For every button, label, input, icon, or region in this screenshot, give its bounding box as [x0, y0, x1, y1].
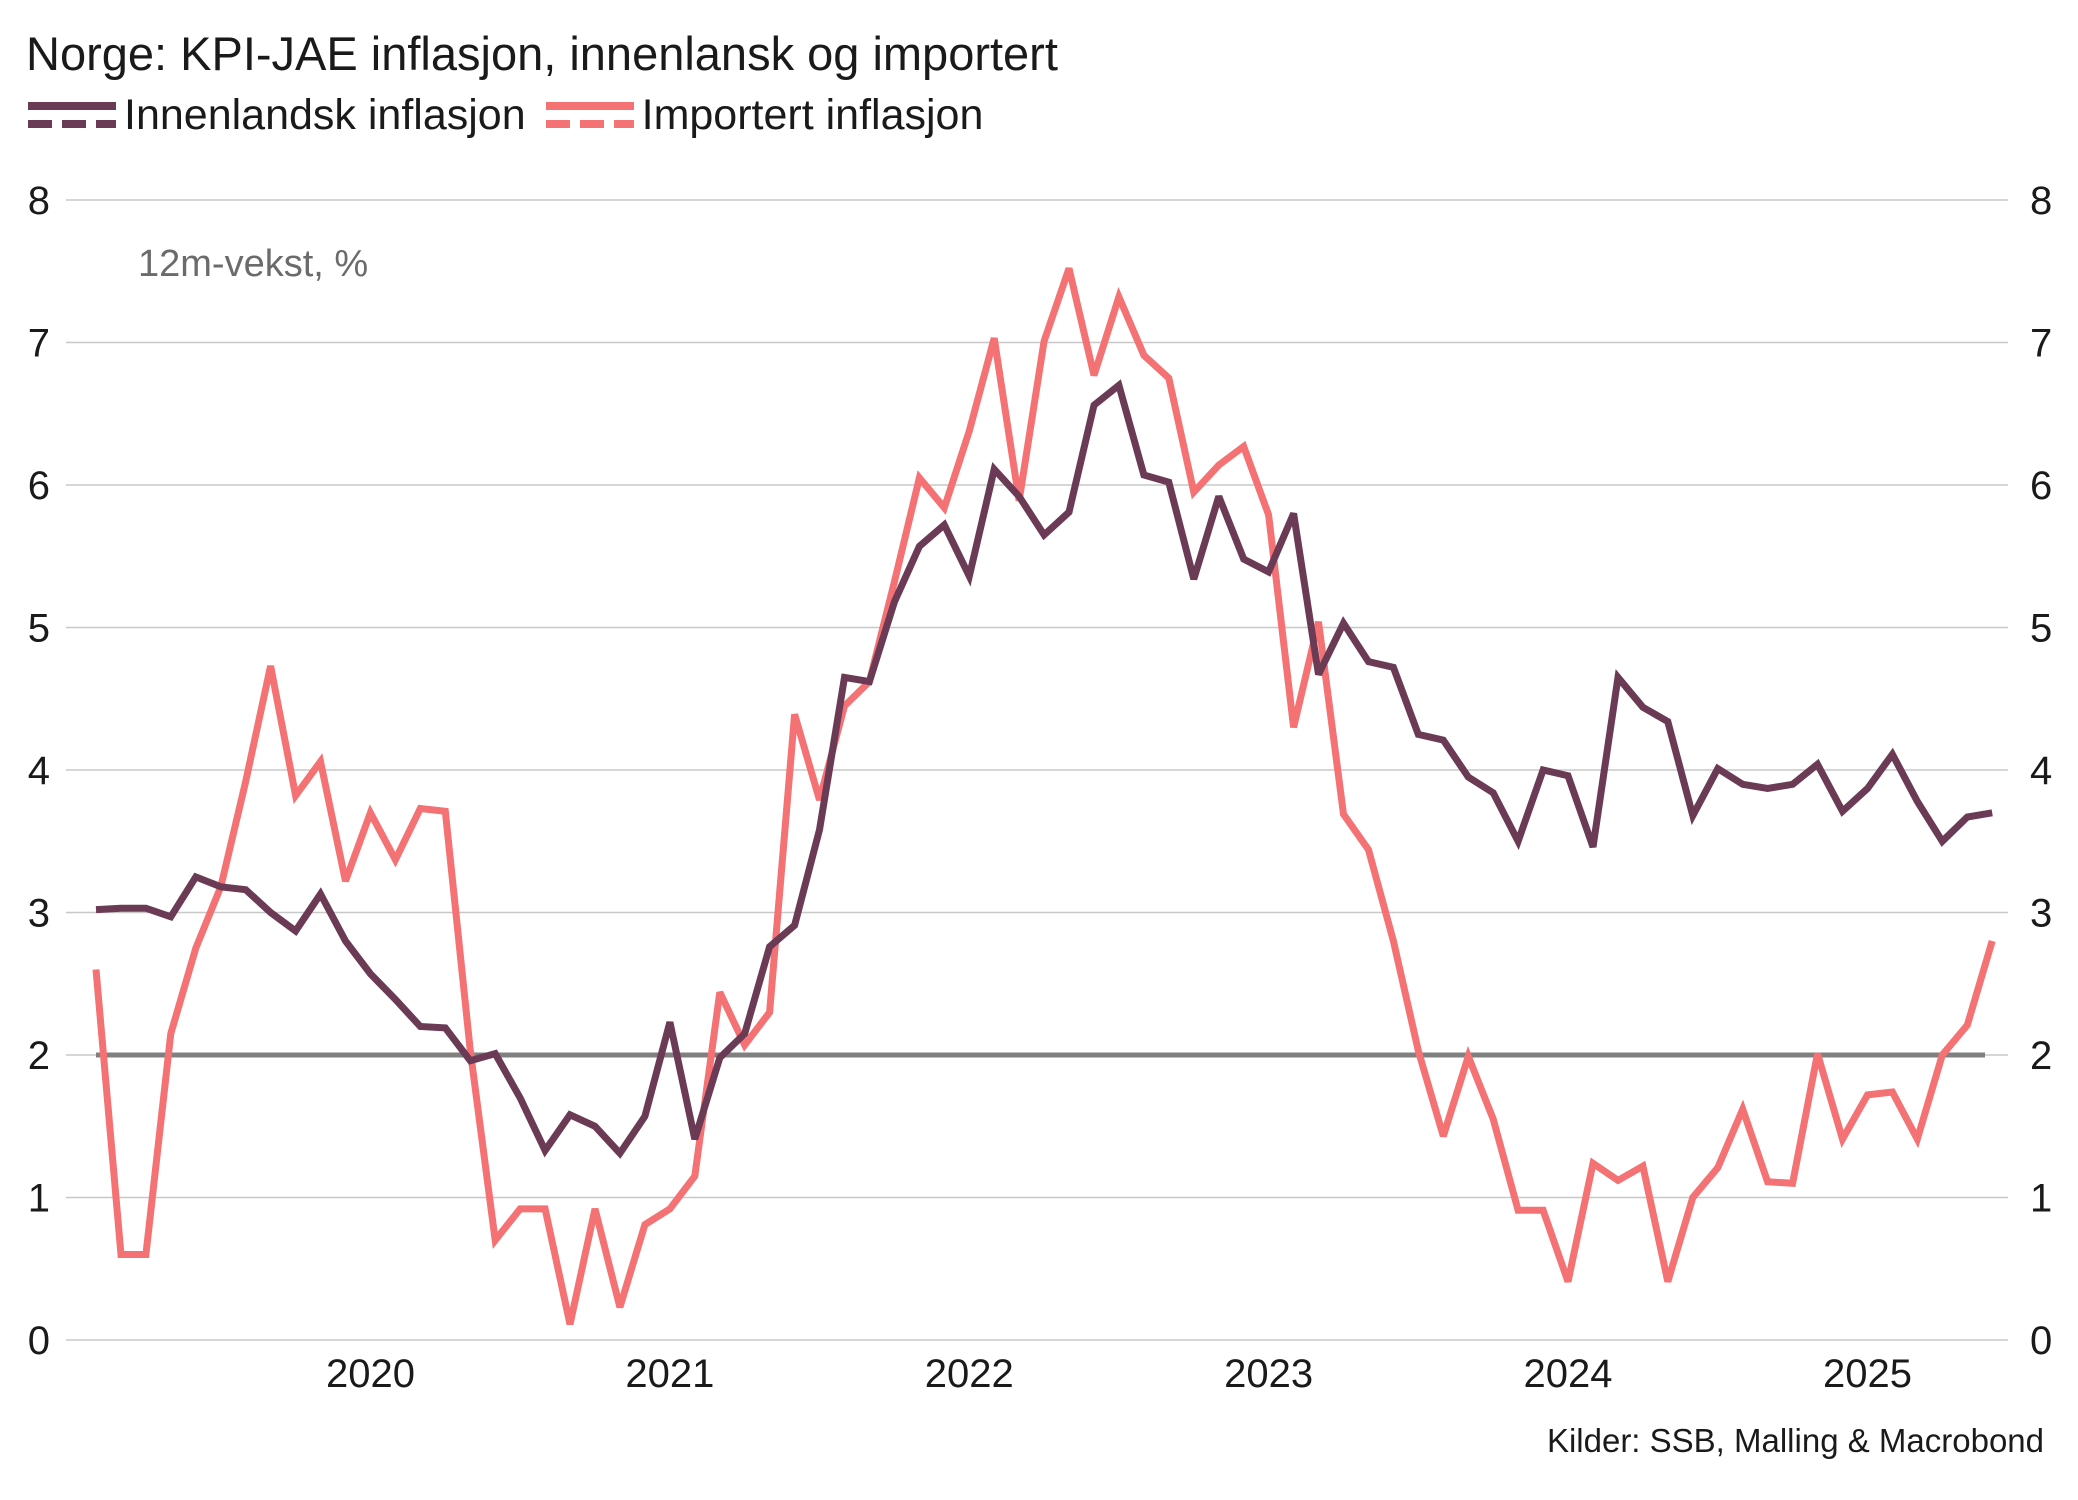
legend-label-imported: Importert inflasjon	[641, 90, 984, 139]
x-tick-2023: 2023	[1224, 1352, 1313, 1396]
x-tick-2025: 2025	[1823, 1352, 1912, 1396]
y-tick-left-6: 6	[28, 464, 50, 508]
y-tick-left-3: 3	[28, 892, 50, 936]
x-tick-2022: 2022	[925, 1352, 1014, 1396]
y-tick-right-5: 5	[2030, 607, 2052, 651]
source-note: Kilder: SSB, Malling & Macrobond	[1546, 1422, 2044, 1459]
y-tick-left-8: 8	[28, 179, 50, 223]
y-tick-left-7: 7	[28, 322, 50, 366]
y-tick-left-1: 1	[28, 1177, 50, 1221]
y-tick-right-3: 3	[2030, 892, 2052, 936]
unit-annotation: 12m-vekst, %	[138, 243, 368, 285]
y-tick-right-0: 0	[2030, 1319, 2052, 1363]
y-tick-right-7: 7	[2030, 322, 2052, 366]
x-axis: 2020 2021 2022 2023 2024 2025	[326, 1352, 1912, 1396]
legend-swatch-imported	[545, 102, 634, 128]
x-tick-2021: 2021	[625, 1352, 714, 1396]
legend: Innenlandsk inflasjon Importert inflasjo…	[26, 90, 1001, 140]
y-tick-left-5: 5	[28, 607, 50, 651]
y-tick-left-4: 4	[28, 749, 50, 793]
y-axis-left: 0 1 2 3 4 5 6 7 8	[28, 179, 50, 1363]
y-tick-right-6: 6	[2030, 464, 2052, 508]
x-tick-2024: 2024	[1524, 1352, 1613, 1396]
legend-item-imported: Importert inflasjon	[544, 90, 984, 140]
legend-swatch-domestic	[28, 102, 116, 128]
y-tick-left-0: 0	[28, 1319, 50, 1363]
series-line-domestic	[95, 379, 1993, 1159]
x-tick-2020: 2020	[326, 1352, 415, 1396]
y-tick-right-4: 4	[2030, 749, 2052, 793]
series-line-imported	[92, 267, 1996, 1326]
series-layer	[92, 267, 1996, 1326]
y-tick-right-2: 2	[2030, 1034, 2052, 1078]
chart-title: Norge: KPI-JAE inflasjon, innenlansk og …	[26, 27, 1058, 80]
y-tick-right-1: 1	[2030, 1177, 2052, 1221]
legend-label-domestic: Innenlandsk inflasjon	[124, 90, 526, 139]
y-axis-right: 0 1 2 3 4 5 6 7 8	[2030, 179, 2052, 1363]
y-tick-right-8: 8	[2030, 179, 2052, 223]
gridlines	[66, 199, 2008, 1341]
y-tick-left-2: 2	[28, 1034, 50, 1078]
legend-item-domestic: Innenlandsk inflasjon	[26, 91, 526, 140]
